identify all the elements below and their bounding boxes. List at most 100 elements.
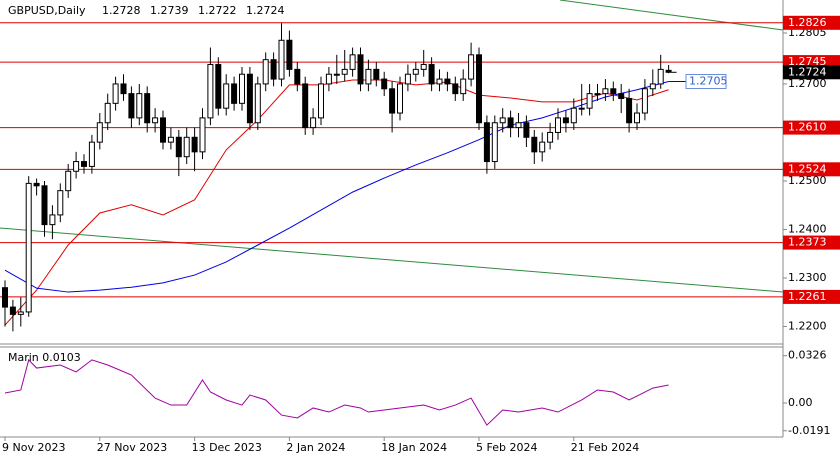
- candle-body: [96, 122, 103, 143]
- candle-body: [515, 122, 522, 129]
- header-low: 1.2722: [198, 4, 237, 17]
- level-label: 1.2826: [788, 16, 827, 29]
- level-label: 1.2373: [788, 236, 827, 249]
- x-tick-label: 27 Nov 2023: [97, 441, 167, 454]
- x-tick-label: 13 Dec 2023: [192, 441, 262, 454]
- trend-line: [0, 227, 784, 293]
- candle-body: [73, 161, 80, 172]
- current-price-box: [783, 65, 840, 80]
- y-tick-label: 1.2400: [788, 222, 827, 235]
- candle-body: [594, 93, 601, 96]
- candle-body: [318, 83, 324, 119]
- candle-body: [389, 88, 396, 114]
- candle-body: [562, 117, 569, 124]
- ma-label: 1.2705: [689, 75, 728, 88]
- candle-body: [634, 112, 640, 124]
- current-price-label: 1.2724: [788, 65, 827, 78]
- candle-body: [120, 83, 127, 95]
- header-open: 1.2728: [102, 4, 141, 17]
- x-tick-label: 21 Feb 2024: [571, 441, 639, 454]
- candle-body: [468, 54, 475, 80]
- candle-body: [657, 68, 664, 85]
- osc-y-tick-label: -0.0191: [788, 424, 830, 437]
- candle-body: [17, 311, 24, 315]
- candle-body: [278, 39, 285, 80]
- candle-body: [539, 141, 546, 153]
- candle-body: [341, 68, 348, 75]
- symbol: GBPUSD,Daily: [8, 4, 86, 17]
- candle-body: [570, 107, 577, 124]
- level-label-box: [783, 120, 840, 135]
- candle-body: [246, 73, 253, 124]
- level-label-box: [783, 162, 840, 177]
- x-tick-label: 2 Jan 2024: [286, 441, 345, 454]
- candle-body: [183, 136, 190, 158]
- candle-body: [25, 182, 32, 313]
- level-label-box: [783, 235, 840, 250]
- candle-body: [404, 73, 411, 85]
- candle-body: [270, 59, 277, 80]
- level-label: 1.2745: [788, 55, 827, 68]
- candle-body: [152, 117, 159, 124]
- candle-body: [444, 78, 451, 85]
- candle-body: [231, 83, 238, 104]
- candle-body: [310, 117, 317, 129]
- trend-line: [559, 0, 784, 31]
- candle-body: [2, 287, 8, 308]
- oscillator-line: [4, 358, 669, 426]
- candle-body: [136, 93, 143, 119]
- candle-body: [436, 78, 443, 85]
- level-label: 1.2524: [788, 162, 827, 175]
- indicator-label: Marin 0.0103: [8, 351, 81, 364]
- candle-body: [160, 117, 166, 143]
- candle-body: [578, 107, 585, 110]
- candle-body: [397, 83, 403, 114]
- candle-body: [333, 73, 340, 76]
- candle-body: [65, 170, 72, 192]
- candle-body: [57, 190, 64, 216]
- osc-y-tick-label: 0.00: [788, 396, 813, 409]
- candle-body: [112, 83, 119, 104]
- candle-body: [602, 88, 609, 95]
- y-tick-label: 1.2300: [788, 271, 827, 284]
- candle-body: [325, 73, 332, 85]
- candle-body: [104, 102, 111, 124]
- x-tick-label: 9 Nov 2023: [2, 441, 65, 454]
- level-label-box: [783, 15, 840, 30]
- candle-body: [254, 83, 261, 124]
- x-tick-label: 18 Jan 2024: [381, 441, 447, 454]
- candle-body: [476, 54, 482, 124]
- candle-body: [460, 78, 467, 95]
- candle-body: [452, 83, 459, 95]
- candle-body: [428, 64, 435, 85]
- candle-body: [191, 136, 198, 153]
- candle-body: [665, 69, 672, 73]
- x-tick-label: 5 Feb 2024: [476, 441, 537, 454]
- osc-y-tick-label: 0.0326: [788, 349, 827, 362]
- candle-body: [499, 117, 506, 124]
- candle-body: [641, 88, 648, 114]
- candle-body: [128, 93, 135, 119]
- header-high: 1.2739: [150, 4, 189, 17]
- ma-label-box: [685, 74, 727, 90]
- level-label: 1.2261: [788, 290, 827, 303]
- y-tick-label: 1.2700: [788, 77, 827, 90]
- candle-body: [9, 306, 16, 315]
- candle-body: [365, 68, 372, 85]
- candle-body: [523, 122, 530, 138]
- candle-body: [507, 117, 514, 129]
- candle-body: [223, 83, 230, 109]
- candle-body: [215, 64, 222, 109]
- candle-body: [626, 97, 633, 124]
- candle-body: [555, 117, 561, 133]
- candle-body: [175, 136, 182, 158]
- candle-body: [412, 68, 419, 75]
- level-label-box: [783, 289, 840, 304]
- candle-body: [207, 64, 214, 119]
- candle-body: [33, 182, 40, 187]
- candle-body: [41, 185, 48, 226]
- candle-body: [144, 93, 151, 124]
- candle-body: [649, 83, 656, 90]
